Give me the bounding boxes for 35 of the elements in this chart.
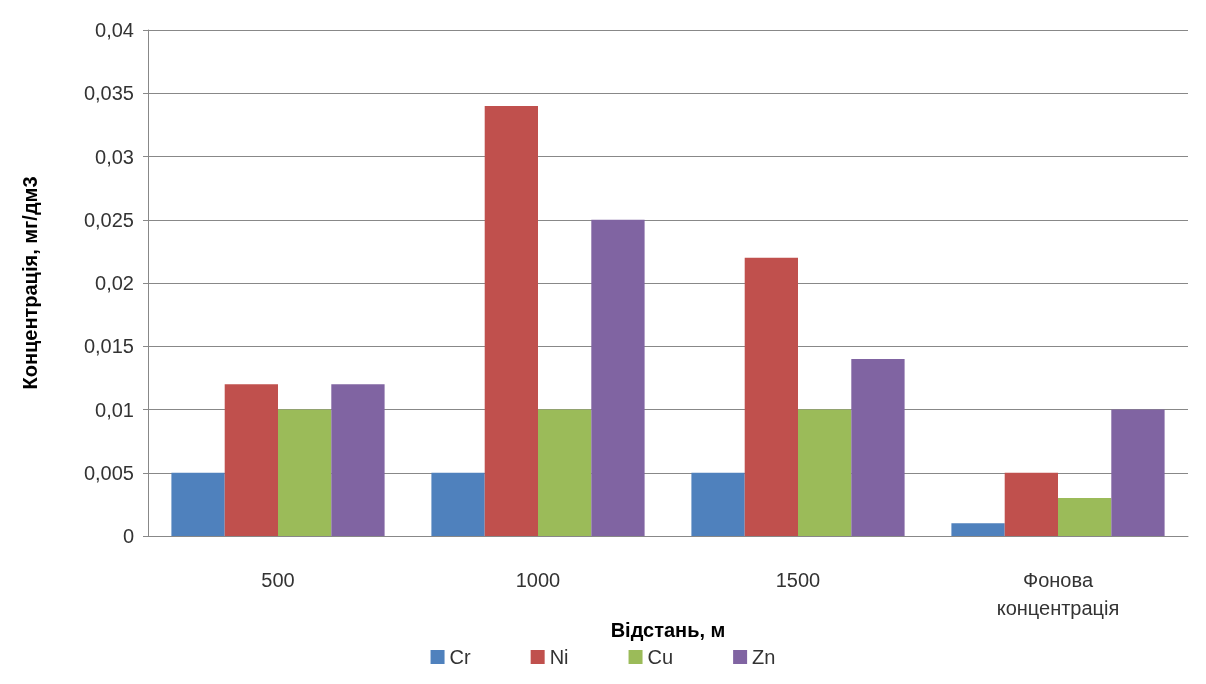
x-axis-title: Відстань, м (610, 619, 726, 641)
bar (331, 384, 385, 536)
bar (484, 105, 538, 536)
bar (951, 523, 1005, 536)
legend-label: Ni (549, 646, 569, 668)
bar (538, 409, 592, 536)
y-tick-label: 0,01 (95, 398, 134, 421)
bar (1058, 498, 1112, 536)
y-tick-label: 0,04 (95, 19, 134, 41)
bar (431, 472, 485, 536)
x-tick-label: 500 (261, 569, 295, 591)
bar (1111, 409, 1165, 536)
bar (851, 358, 905, 536)
x-tick-label: Фонова концентрація (996, 569, 1120, 619)
legend-label: Cr (449, 646, 471, 668)
bar (744, 257, 798, 536)
bar (224, 384, 278, 536)
x-tick-label: 1500 (775, 569, 821, 591)
bar (171, 472, 225, 536)
y-axis-title: Концентрація, мг/дм3 (19, 176, 41, 390)
y-tick-label: 0,015 (83, 335, 134, 358)
y-tick-label: 0,025 (83, 208, 134, 231)
bar (591, 219, 645, 536)
y-tick-label: 0 (122, 525, 134, 547)
y-tick-label: 0,005 (83, 461, 134, 484)
legend-label: Cu (647, 646, 674, 668)
y-tick-label: 0,035 (83, 82, 134, 105)
bar (278, 409, 332, 536)
bar (1004, 472, 1058, 536)
bar (691, 472, 745, 536)
legend-label: Zn (752, 646, 776, 668)
y-tick-label: 0,02 (95, 272, 134, 294)
x-tick-label: 1000 (515, 569, 561, 591)
bar (798, 409, 852, 536)
y-tick-label: 0,03 (95, 145, 134, 168)
